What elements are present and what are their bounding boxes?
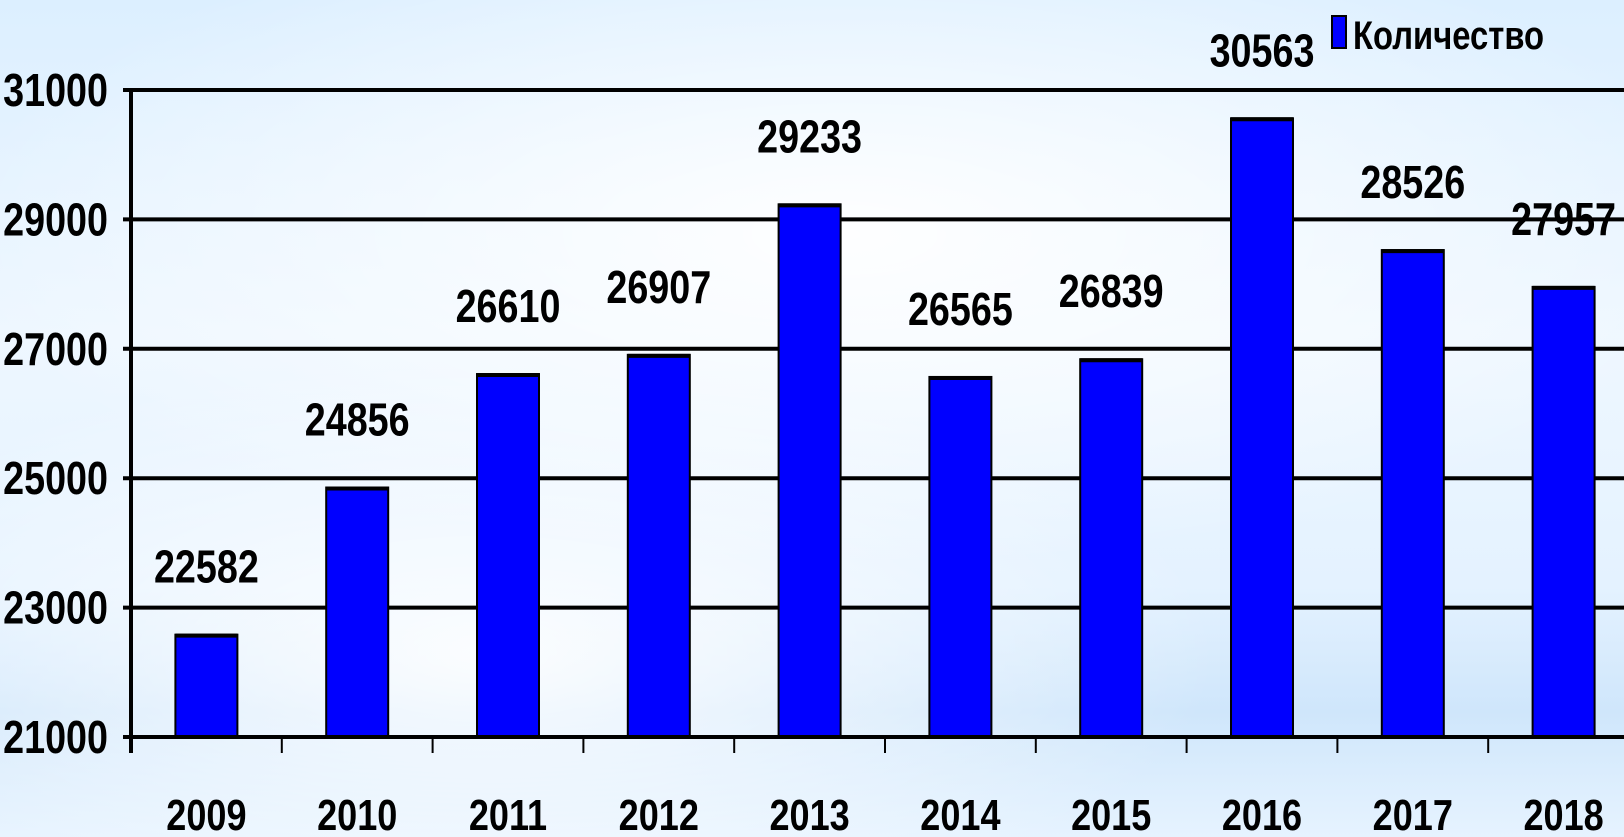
gridlines — [123, 88, 1624, 610]
bar-2013 — [777, 203, 842, 739]
x-tick-label: 2017 — [1373, 791, 1453, 837]
x-tick-label: 2018 — [1523, 791, 1603, 837]
data-label-2011: 26610 — [456, 280, 561, 331]
legend: Количество — [1331, 13, 1544, 58]
y-tick-label: 27000 — [3, 323, 108, 374]
legend-label: Количество — [1353, 13, 1544, 58]
data-label-2009: 22582 — [154, 541, 259, 592]
bar-2015 — [1079, 358, 1144, 738]
x-tick-label: 2011 — [469, 791, 547, 837]
bar-2018 — [1531, 285, 1596, 738]
x-tick-label: 2015 — [1071, 791, 1151, 837]
bar-2012 — [626, 353, 691, 738]
bar-2017 — [1380, 249, 1445, 738]
bar-2009 — [174, 633, 239, 738]
y-tick-label: 31000 — [3, 64, 108, 115]
bar-2010 — [325, 486, 390, 739]
x-tick-label: 2014 — [920, 791, 1001, 837]
axes — [123, 88, 1624, 753]
data-label-2010: 24856 — [305, 394, 410, 445]
y-tick-label: 23000 — [3, 582, 108, 633]
data-label-2013: 29233 — [757, 111, 862, 162]
data-label-2018: 27957 — [1511, 193, 1616, 244]
data-label-2017: 28526 — [1360, 157, 1465, 208]
data-label-2015: 26839 — [1059, 266, 1164, 317]
data-label-2012: 26907 — [606, 261, 711, 312]
x-tick-label: 2016 — [1222, 791, 1302, 837]
x-axis-tick-labels: 2009 2010 2011 2012 2013 2014 2015 2016 2017 2018 — [166, 791, 1603, 837]
x-tick-label: 2012 — [619, 791, 699, 837]
legend-swatch — [1331, 15, 1347, 49]
y-tick-label: 29000 — [3, 194, 108, 245]
data-labels: 22582 24856 26610 26907 29233 26565 26839 30563… — [154, 25, 1616, 593]
data-label-2014: 26565 — [908, 283, 1013, 334]
y-tick-label: 21000 — [3, 711, 108, 762]
data-label-2016: 30563 — [1210, 25, 1315, 76]
bar-2011 — [476, 373, 540, 738]
bar-2016 — [1230, 117, 1294, 738]
bar-2014 — [928, 375, 993, 738]
y-tick-label: 25000 — [3, 453, 108, 504]
bars — [174, 117, 1596, 739]
x-tick-label: 2010 — [317, 791, 397, 837]
y-axis-tick-labels: 21000 23000 25000 27000 29000 31000 — [3, 64, 108, 762]
x-tick-label: 2013 — [769, 791, 849, 837]
x-tick-label: 2009 — [166, 791, 246, 837]
